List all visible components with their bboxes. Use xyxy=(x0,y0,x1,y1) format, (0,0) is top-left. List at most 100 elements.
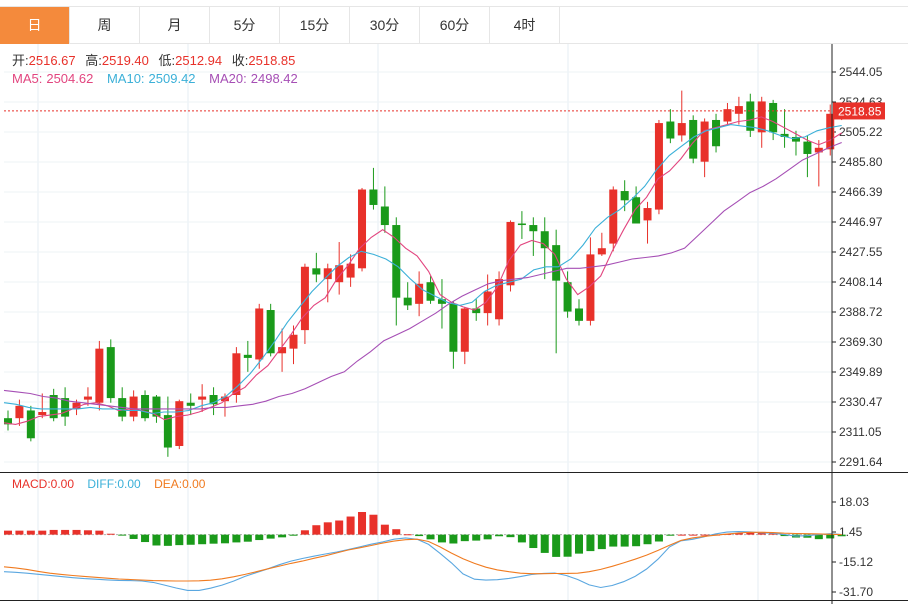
macd-bar-10 xyxy=(118,534,127,536)
macd-bar-5 xyxy=(61,529,70,535)
dea-value: 0.00 xyxy=(182,477,206,491)
macd-bar-50 xyxy=(575,534,583,554)
ma10-label: MA10: xyxy=(107,71,145,86)
macd-bar-42 xyxy=(483,534,492,540)
candle-body-72 xyxy=(826,113,835,150)
macd-bar-30 xyxy=(346,516,355,535)
macd-tick-label-3: -31.70 xyxy=(839,585,873,599)
price-tick-label-5: 2446.97 xyxy=(839,215,883,229)
candle-body-38 xyxy=(437,299,446,304)
candle-body-28 xyxy=(323,268,332,280)
tab-5min[interactable]: 5分 xyxy=(210,7,280,44)
ma20-label: MA20: xyxy=(209,71,247,86)
high-label: 高: xyxy=(85,53,102,68)
last-price-badge xyxy=(833,102,885,120)
candle-body-45 xyxy=(517,223,526,226)
candle-body-8 xyxy=(95,348,104,403)
candles xyxy=(4,90,846,457)
candle-body-51 xyxy=(586,254,595,321)
price-tick-label-8: 2388.72 xyxy=(839,305,883,319)
candle-body-32 xyxy=(369,189,378,205)
macd-bar-0 xyxy=(4,530,12,535)
macd-bar-55 xyxy=(632,534,641,547)
candle-body-22 xyxy=(255,308,264,360)
macd-bar-48 xyxy=(552,534,561,557)
macd-bar-33 xyxy=(380,524,389,535)
kline-chart[interactable]: 2544.052524.632505.222485.802466.392446.… xyxy=(0,44,908,604)
macd-bar-19 xyxy=(220,534,229,544)
ma-info: MA5: 2504.62 MA10: 2509.42 MA20: 2498.42 xyxy=(12,71,298,86)
macd-bar-1 xyxy=(15,530,24,535)
candle-body-60 xyxy=(689,119,698,159)
ma10-line xyxy=(3,124,842,415)
candle-body-58 xyxy=(666,121,675,139)
macd-bar-38 xyxy=(437,534,446,543)
moving-averages xyxy=(3,116,842,425)
open-value: 2516.67 xyxy=(29,53,76,68)
candle-body-63 xyxy=(723,109,732,122)
tab-4hour[interactable]: 4时 xyxy=(490,7,560,44)
tab-day[interactable]: 日 xyxy=(0,7,70,44)
candle-body-14 xyxy=(163,415,172,448)
price-tick-label-7: 2408.14 xyxy=(839,275,883,289)
macd-bar-61 xyxy=(700,534,709,536)
macd-bar-45 xyxy=(517,534,526,543)
tab-30min[interactable]: 30分 xyxy=(350,7,420,44)
candle-body-67 xyxy=(769,102,778,133)
tab-15min[interactable]: 15分 xyxy=(280,7,350,44)
price-tick-label-13: 2291.64 xyxy=(839,455,883,469)
candle-body-5 xyxy=(61,398,70,417)
price-tick-label-9: 2369.30 xyxy=(839,335,883,349)
open-label: 开: xyxy=(12,53,29,68)
low-value: 2512.94 xyxy=(175,53,222,68)
candle-body-12 xyxy=(141,395,150,419)
macd-bar-58 xyxy=(666,534,675,536)
candle-body-9 xyxy=(106,347,115,399)
macd-histogram xyxy=(4,512,846,557)
price-tick-label-11: 2330.47 xyxy=(839,395,883,409)
candle-body-34 xyxy=(392,225,401,298)
macd-bar-73 xyxy=(837,534,846,537)
macd-bar-2 xyxy=(26,530,35,535)
candle-body-17 xyxy=(198,396,207,400)
candle-body-49 xyxy=(563,282,572,312)
candle-body-39 xyxy=(449,303,458,352)
candle-body-70 xyxy=(803,141,812,154)
diff-value: 0.00 xyxy=(117,477,141,491)
macd-bar-12 xyxy=(141,534,150,543)
price-axis: 2544.052524.632505.222485.802466.392446.… xyxy=(832,65,883,469)
candle-body-36 xyxy=(415,283,424,304)
candle-body-1 xyxy=(15,405,24,419)
candle-body-26 xyxy=(300,266,309,331)
macd-bar-25 xyxy=(289,534,298,536)
price-tick-label-2: 2505.22 xyxy=(839,125,883,139)
macd-bar-4 xyxy=(49,529,58,535)
macd-bar-32 xyxy=(369,514,378,535)
candle-body-2 xyxy=(26,410,35,439)
macd-bar-16 xyxy=(186,534,195,545)
candle-body-42 xyxy=(483,291,492,314)
candle-body-4 xyxy=(49,395,58,419)
period-tabs: 日 周 月 5分 15分 30分 60分 4时 xyxy=(0,6,908,44)
candle-body-53 xyxy=(609,189,618,244)
candle-body-3 xyxy=(38,412,47,416)
macd-bar-41 xyxy=(472,534,481,541)
tab-month[interactable]: 月 xyxy=(140,7,210,44)
dea-label: DEA: xyxy=(154,477,182,491)
candle-body-40 xyxy=(460,308,469,352)
candle-body-19 xyxy=(220,396,229,402)
macd-bar-72 xyxy=(826,534,835,539)
candle-body-64 xyxy=(734,106,743,114)
candle-body-33 xyxy=(380,206,389,226)
candle-body-37 xyxy=(426,282,435,301)
candle-body-48 xyxy=(552,245,561,281)
tab-60min[interactable]: 60分 xyxy=(420,7,490,44)
macd-bar-49 xyxy=(563,534,572,557)
tab-week[interactable]: 周 xyxy=(70,7,140,44)
candle-body-13 xyxy=(152,396,161,417)
macd-tick-label-1: 1.45 xyxy=(839,525,863,539)
macd-bar-52 xyxy=(597,534,606,550)
candle-body-54 xyxy=(620,191,629,201)
macd-bar-9 xyxy=(106,533,115,535)
macd-bar-11 xyxy=(129,534,138,539)
